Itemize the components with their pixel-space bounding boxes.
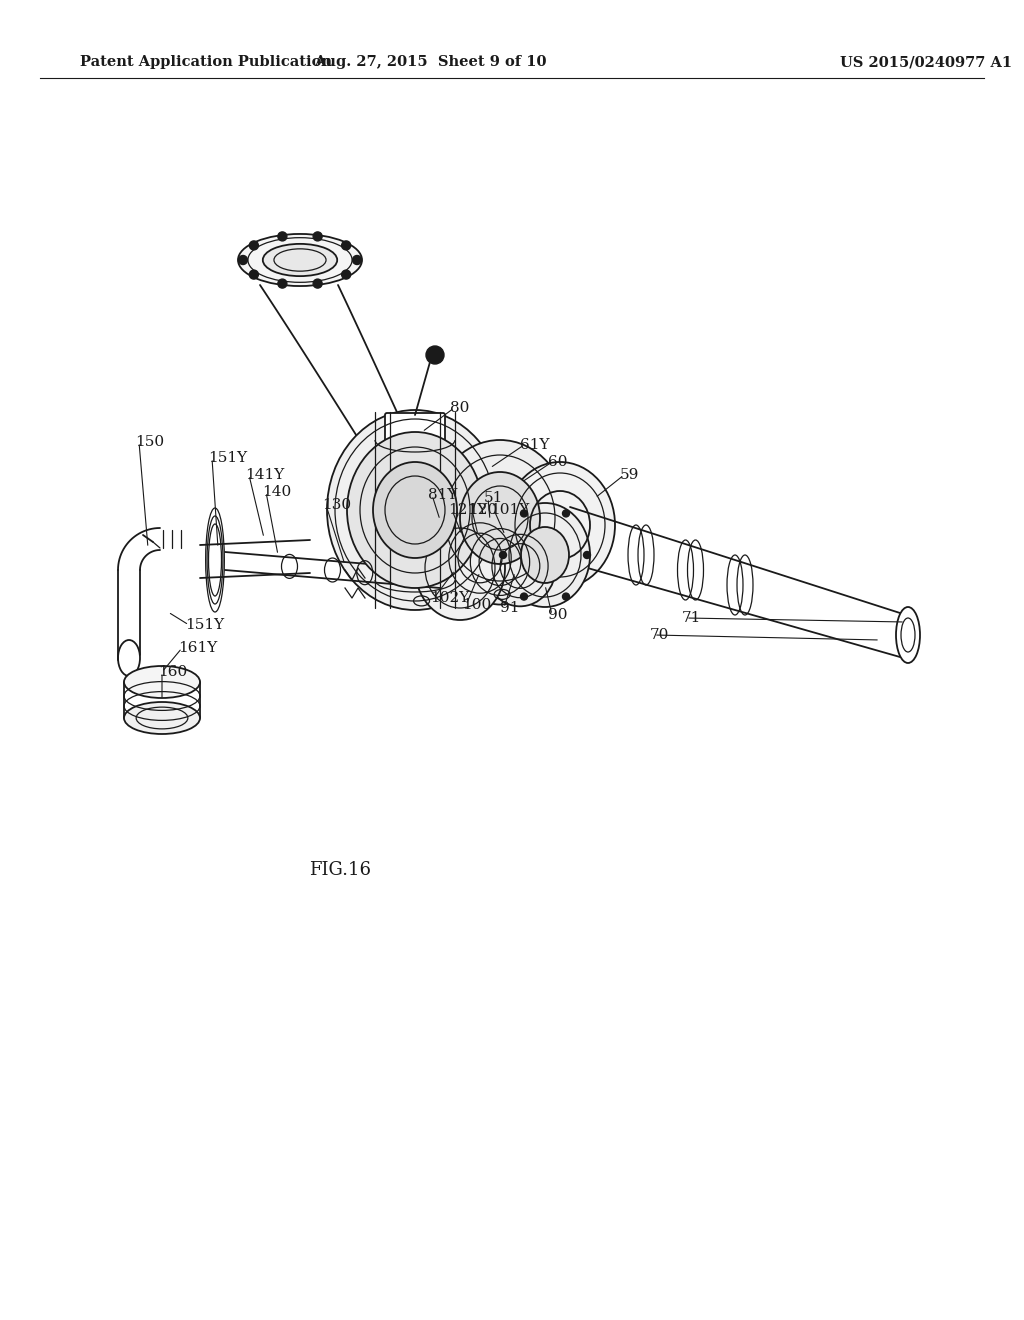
Circle shape [426, 346, 444, 364]
Circle shape [352, 256, 361, 264]
Ellipse shape [373, 462, 457, 558]
Text: Patent Application Publication: Patent Application Publication [80, 55, 332, 69]
Text: 102Y: 102Y [430, 591, 469, 605]
Ellipse shape [124, 702, 200, 734]
Circle shape [342, 271, 350, 279]
Ellipse shape [238, 234, 362, 286]
Text: 101Y: 101Y [490, 503, 529, 517]
Circle shape [520, 593, 527, 601]
Ellipse shape [327, 411, 503, 610]
Ellipse shape [521, 527, 569, 583]
Text: 80: 80 [450, 401, 469, 414]
Ellipse shape [263, 244, 337, 276]
Text: 141Y: 141Y [245, 469, 285, 482]
Circle shape [500, 552, 507, 558]
Ellipse shape [415, 516, 505, 620]
Text: 121Y: 121Y [449, 503, 487, 517]
Circle shape [250, 271, 258, 279]
Text: 160: 160 [158, 665, 187, 678]
Text: US 2015/0240977 A1: US 2015/0240977 A1 [840, 55, 1012, 69]
Text: 81Y: 81Y [428, 488, 458, 502]
Ellipse shape [124, 667, 200, 698]
Text: 59: 59 [620, 469, 639, 482]
Circle shape [342, 242, 350, 249]
Ellipse shape [500, 503, 590, 607]
Ellipse shape [462, 520, 538, 605]
Text: 91: 91 [500, 601, 519, 615]
Text: 120: 120 [468, 503, 498, 517]
Ellipse shape [347, 432, 483, 587]
Text: 70: 70 [650, 628, 670, 642]
Circle shape [313, 232, 323, 242]
Text: 130: 130 [322, 498, 351, 512]
Text: 71: 71 [682, 611, 701, 624]
Text: 51: 51 [484, 491, 504, 506]
FancyBboxPatch shape [385, 413, 445, 487]
Text: 100: 100 [462, 598, 492, 612]
Text: 140: 140 [262, 484, 291, 499]
Text: 150: 150 [135, 436, 164, 449]
Text: Aug. 27, 2015  Sheet 9 of 10: Aug. 27, 2015 Sheet 9 of 10 [313, 55, 546, 69]
Text: 151Y: 151Y [208, 451, 247, 465]
Ellipse shape [484, 525, 556, 606]
Ellipse shape [432, 440, 568, 597]
Circle shape [250, 242, 258, 249]
Text: FIG.16: FIG.16 [309, 861, 371, 879]
Ellipse shape [440, 513, 520, 603]
Circle shape [562, 510, 569, 517]
Ellipse shape [460, 473, 540, 564]
Text: 90: 90 [548, 609, 567, 622]
Circle shape [520, 510, 527, 517]
Text: 161Y: 161Y [178, 642, 217, 655]
Circle shape [239, 256, 248, 264]
Circle shape [562, 593, 569, 601]
Text: 61Y: 61Y [520, 438, 550, 451]
Text: 60: 60 [548, 455, 567, 469]
Circle shape [313, 279, 323, 288]
Ellipse shape [505, 462, 615, 587]
Circle shape [278, 232, 287, 242]
Circle shape [278, 279, 287, 288]
Text: 151Y: 151Y [185, 618, 224, 632]
Circle shape [584, 552, 591, 558]
